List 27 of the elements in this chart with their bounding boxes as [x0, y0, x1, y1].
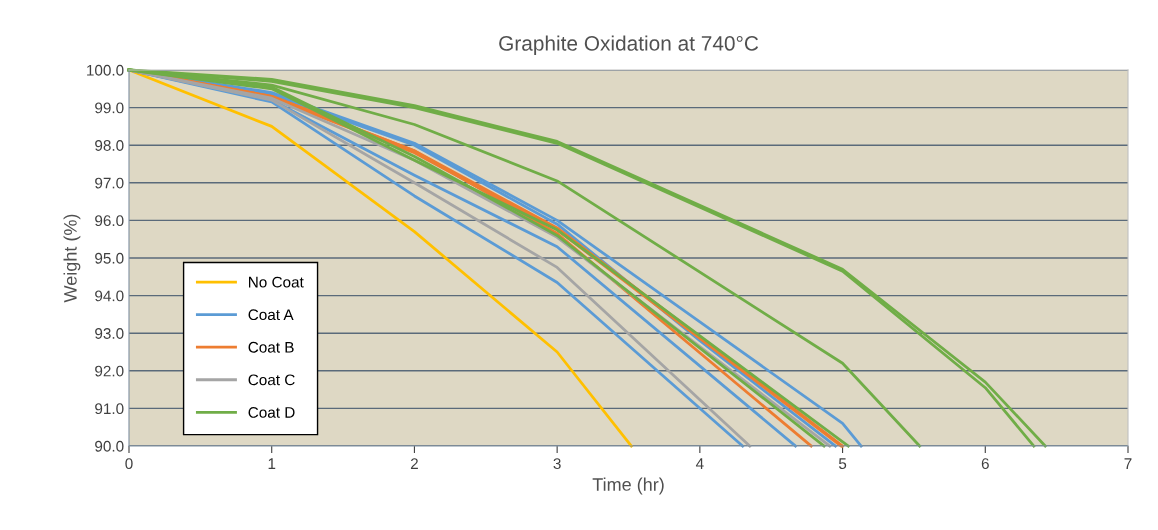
- y-tick-label: 91.0: [95, 403, 124, 415]
- x-tick-label: 7: [1124, 458, 1132, 469]
- legend-label: Coat C: [248, 374, 295, 386]
- legend-label: No Coat: [249, 276, 304, 288]
- y-tick-label: 90.0: [95, 440, 124, 452]
- legend-label: Coat B: [248, 341, 294, 353]
- y-tick-label: 99.0: [95, 102, 124, 114]
- x-tick-label: 5: [838, 458, 847, 470]
- x-axis-title: Time (hr): [592, 477, 664, 495]
- x-tick-label: 6: [981, 458, 989, 470]
- chart-title: Graphite Oxidation at 740°C: [499, 35, 759, 55]
- y-tick-label: 96.0: [95, 215, 124, 227]
- y-tick-label: 98.0: [95, 140, 124, 151]
- legend-label: Coat A: [248, 309, 294, 321]
- y-tick-label: 100.0: [87, 64, 124, 76]
- y-tick-label: 93.0: [95, 328, 124, 339]
- y-tick-label: 92.0: [95, 365, 124, 377]
- y-axis-title: Weight (%): [63, 214, 81, 303]
- x-tick-label: 4: [695, 458, 704, 469]
- x-tick-label: 3: [553, 458, 561, 470]
- x-tick-label: 1: [268, 458, 276, 469]
- y-tick-label: 94.0: [95, 290, 124, 302]
- y-tick-label: 95.0: [95, 252, 124, 264]
- x-tick-label: 2: [410, 458, 418, 469]
- legend-label: Coat D: [248, 407, 295, 418]
- x-tick-label: 0: [125, 458, 133, 470]
- y-tick-label: 97.0: [95, 177, 124, 189]
